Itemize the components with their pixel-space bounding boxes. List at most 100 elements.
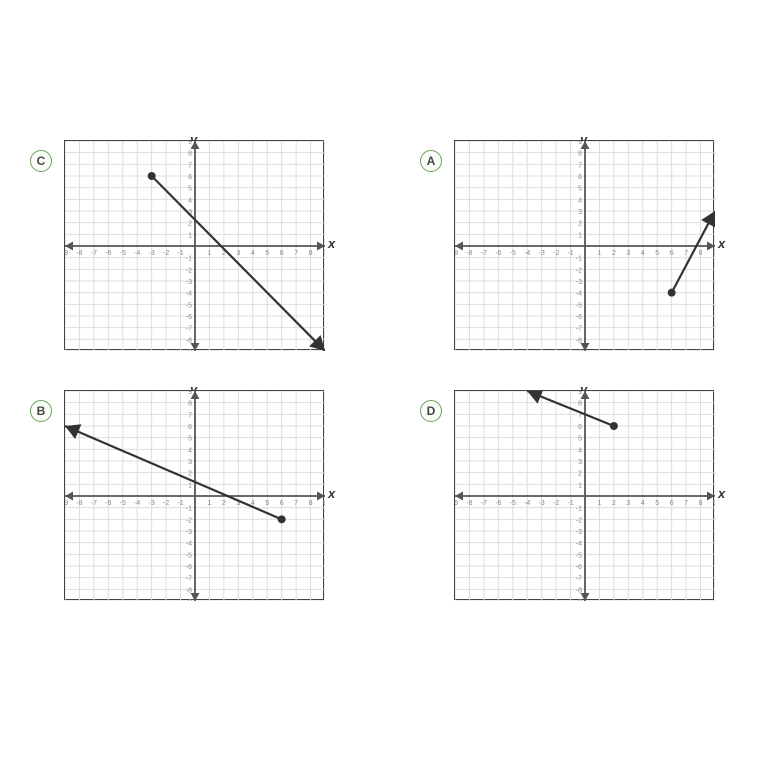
svg-text:-4: -4 (576, 291, 582, 298)
svg-text:-8: -8 (186, 337, 192, 344)
svg-text:5: 5 (265, 250, 269, 257)
svg-text:-4: -4 (524, 500, 530, 507)
svg-text:4: 4 (251, 250, 255, 257)
svg-text:7: 7 (578, 162, 582, 169)
svg-text:7: 7 (684, 250, 688, 257)
panel-b: B y -9-8-7-6-5-4-3-2-1123456789-9-8-7-6-… (30, 390, 350, 610)
svg-text:-2: -2 (576, 517, 582, 524)
svg-text:-4: -4 (134, 250, 140, 257)
badge-label: D (427, 404, 436, 418)
svg-text:5: 5 (188, 436, 192, 443)
svg-text:2: 2 (612, 250, 616, 257)
svg-text:-7: -7 (91, 500, 97, 507)
svg-text:-7: -7 (186, 576, 192, 583)
svg-text:1: 1 (578, 482, 582, 489)
svg-text:9: 9 (188, 141, 192, 146)
coordinate-graph: -9-8-7-6-5-4-3-2-1123456789-9-8-7-6-5-4-… (454, 390, 714, 600)
svg-text:9: 9 (578, 141, 582, 146)
badge-label: A (427, 154, 436, 168)
svg-text:-3: -3 (186, 279, 192, 286)
svg-text:5: 5 (578, 436, 582, 443)
svg-text:-4: -4 (186, 541, 192, 548)
svg-text:7: 7 (294, 250, 298, 257)
svg-text:-2: -2 (576, 267, 582, 274)
svg-text:7: 7 (188, 412, 192, 419)
svg-text:-8: -8 (466, 500, 472, 507)
svg-text:-6: -6 (576, 564, 582, 571)
svg-text:-2: -2 (553, 250, 559, 257)
svg-text:6: 6 (670, 500, 674, 507)
svg-text:-3: -3 (539, 250, 545, 257)
option-badge[interactable]: A (420, 150, 442, 172)
svg-text:5: 5 (265, 500, 269, 507)
panel-a: A y -9-8-7-6-5-4-3-2-1123456789-9-8-7-6-… (420, 140, 740, 360)
svg-text:-3: -3 (149, 250, 155, 257)
svg-text:-8: -8 (576, 587, 582, 594)
svg-text:-5: -5 (576, 552, 582, 559)
svg-text:-7: -7 (91, 250, 97, 257)
svg-text:6: 6 (188, 174, 192, 181)
svg-text:-1: -1 (567, 500, 573, 507)
svg-text:-6: -6 (186, 564, 192, 571)
svg-text:7: 7 (684, 500, 688, 507)
svg-text:5: 5 (578, 186, 582, 193)
svg-text:2: 2 (188, 471, 192, 478)
svg-text:-8: -8 (76, 500, 82, 507)
svg-text:-2: -2 (163, 250, 169, 257)
svg-text:-8: -8 (466, 250, 472, 257)
svg-text:-6: -6 (105, 500, 111, 507)
svg-text:1: 1 (578, 232, 582, 239)
svg-text:2: 2 (222, 500, 226, 507)
svg-text:4: 4 (641, 500, 645, 507)
svg-text:-1: -1 (186, 256, 192, 263)
graph-svg-b: -9-8-7-6-5-4-3-2-1123456789-9-8-7-6-5-4-… (65, 391, 325, 601)
svg-text:-2: -2 (186, 267, 192, 274)
svg-text:-4: -4 (186, 291, 192, 298)
svg-text:-9: -9 (455, 250, 458, 257)
svg-text:-5: -5 (510, 250, 516, 257)
svg-text:-9: -9 (186, 349, 192, 351)
graph-svg-d: -9-8-7-6-5-4-3-2-1123456789-9-8-7-6-5-4-… (455, 391, 715, 601)
svg-text:-6: -6 (495, 500, 501, 507)
svg-text:-5: -5 (186, 552, 192, 559)
svg-text:-2: -2 (163, 500, 169, 507)
svg-text:4: 4 (188, 197, 192, 204)
svg-text:9: 9 (188, 391, 192, 396)
panel-c: C y -9-8-7-6-5-4-3-2-1123456789-9-8-7-6-… (30, 140, 350, 360)
svg-text:4: 4 (188, 447, 192, 454)
svg-text:9: 9 (713, 500, 715, 507)
option-badge[interactable]: B (30, 400, 52, 422)
x-axis-label: x (328, 486, 335, 501)
svg-text:6: 6 (578, 424, 582, 431)
svg-text:9: 9 (323, 250, 325, 257)
svg-text:2: 2 (188, 221, 192, 228)
svg-text:7: 7 (188, 162, 192, 169)
option-badge[interactable]: C (30, 150, 52, 172)
svg-text:-3: -3 (576, 529, 582, 536)
svg-text:7: 7 (294, 500, 298, 507)
svg-text:1: 1 (207, 250, 211, 257)
svg-text:-5: -5 (120, 250, 126, 257)
svg-text:8: 8 (699, 500, 703, 507)
svg-text:-1: -1 (186, 506, 192, 513)
svg-text:-1: -1 (576, 256, 582, 263)
svg-text:-7: -7 (481, 500, 487, 507)
badge-label: B (37, 404, 46, 418)
svg-text:-9: -9 (576, 599, 582, 601)
svg-text:-3: -3 (186, 529, 192, 536)
option-badge[interactable]: D (420, 400, 442, 422)
svg-text:2: 2 (578, 221, 582, 228)
svg-text:2: 2 (578, 471, 582, 478)
panel-grid: C y -9-8-7-6-5-4-3-2-1123456789-9-8-7-6-… (30, 140, 750, 610)
svg-text:3: 3 (578, 209, 582, 216)
svg-text:9: 9 (713, 250, 715, 257)
svg-text:-5: -5 (576, 302, 582, 309)
svg-text:5: 5 (655, 250, 659, 257)
svg-text:-9: -9 (576, 349, 582, 351)
svg-text:1: 1 (597, 500, 601, 507)
svg-text:1: 1 (188, 232, 192, 239)
svg-text:-4: -4 (134, 500, 140, 507)
badge-label: C (37, 154, 46, 168)
svg-text:6: 6 (578, 174, 582, 181)
svg-text:-7: -7 (576, 326, 582, 333)
